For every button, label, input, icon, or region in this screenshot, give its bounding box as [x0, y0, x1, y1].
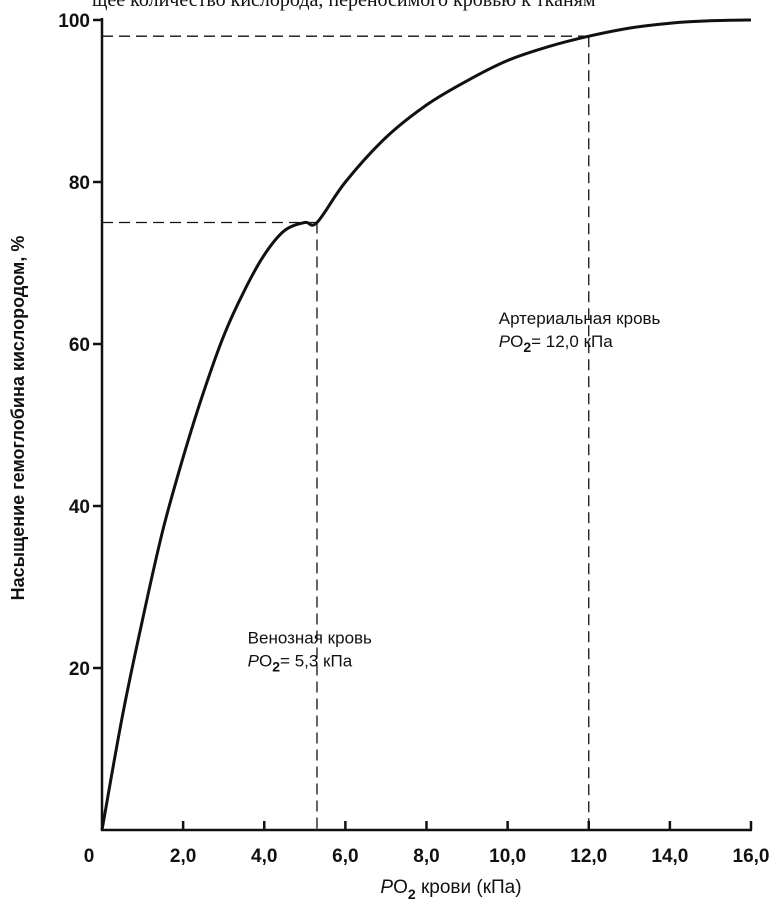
y-tick-label: 60: [69, 335, 90, 356]
y-tick-label: 40: [69, 497, 90, 518]
annotation-arterial-p: P: [499, 332, 511, 351]
y-tick-label: 100: [58, 11, 90, 32]
x-tick-label: 6,0: [332, 846, 358, 867]
annotation-venous-o: O: [259, 652, 272, 671]
annotation-arterial-line1: Артериальная кровь: [499, 309, 661, 328]
x-ticks: 0 2,0 4,0 6,0 8,0 10,0 12,0 14,0 16,0: [84, 821, 770, 867]
annotation-arterial-rest: = 12,0 кПа: [531, 332, 613, 351]
y-axis-title: Насыщение гемоглобина кислородом, %: [8, 236, 28, 601]
y-tick-label: 80: [69, 173, 90, 194]
annotation-arterial-sub: 2: [523, 339, 531, 355]
annotation-arterial: Артериальная кровь PO2= 12,0 кПа: [499, 309, 661, 355]
x-tick-label: 10,0: [489, 846, 526, 867]
x-tick-label: 12,0: [570, 846, 607, 867]
x-tick-label: 14,0: [651, 846, 688, 867]
x-tick-label: 0: [84, 846, 95, 867]
x-axis-title-sub: 2: [408, 886, 416, 902]
x-tick-label: 4,0: [251, 846, 277, 867]
x-axis-title-p: P: [380, 877, 393, 898]
annotation-venous-line2: PO2= 5,3 кПа: [248, 652, 353, 675]
x-axis-title-rest: крови (кПа): [416, 877, 522, 898]
saturation-curve: [100, 18, 752, 831]
annotation-venous-rest: = 5,3 кПа: [280, 652, 353, 671]
reference-lines: [102, 35, 590, 830]
x-tick-label: 16,0: [733, 846, 770, 867]
x-axis-title: PO2 крови (кПа): [380, 877, 521, 902]
annotation-venous-line1: Венозная кровь: [248, 629, 372, 648]
x-axis-title-o: O: [393, 877, 408, 898]
y-tick-label: 20: [69, 659, 90, 680]
x-tick-label: 2,0: [170, 846, 196, 867]
annotation-arterial-line2: PO2= 12,0 кПа: [499, 332, 613, 355]
y-ticks: 20 40 60 80 100: [58, 11, 102, 680]
annotation-venous-sub: 2: [272, 659, 280, 675]
annotation-venous-p: P: [248, 652, 260, 671]
header-fragment: щее количество кислорода, переносимого к…: [92, 0, 596, 11]
annotation-venous: Венозная кровь PO2= 5,3 кПа: [248, 629, 372, 675]
annotation-arterial-o: O: [510, 332, 523, 351]
x-tick-label: 8,0: [413, 846, 439, 867]
